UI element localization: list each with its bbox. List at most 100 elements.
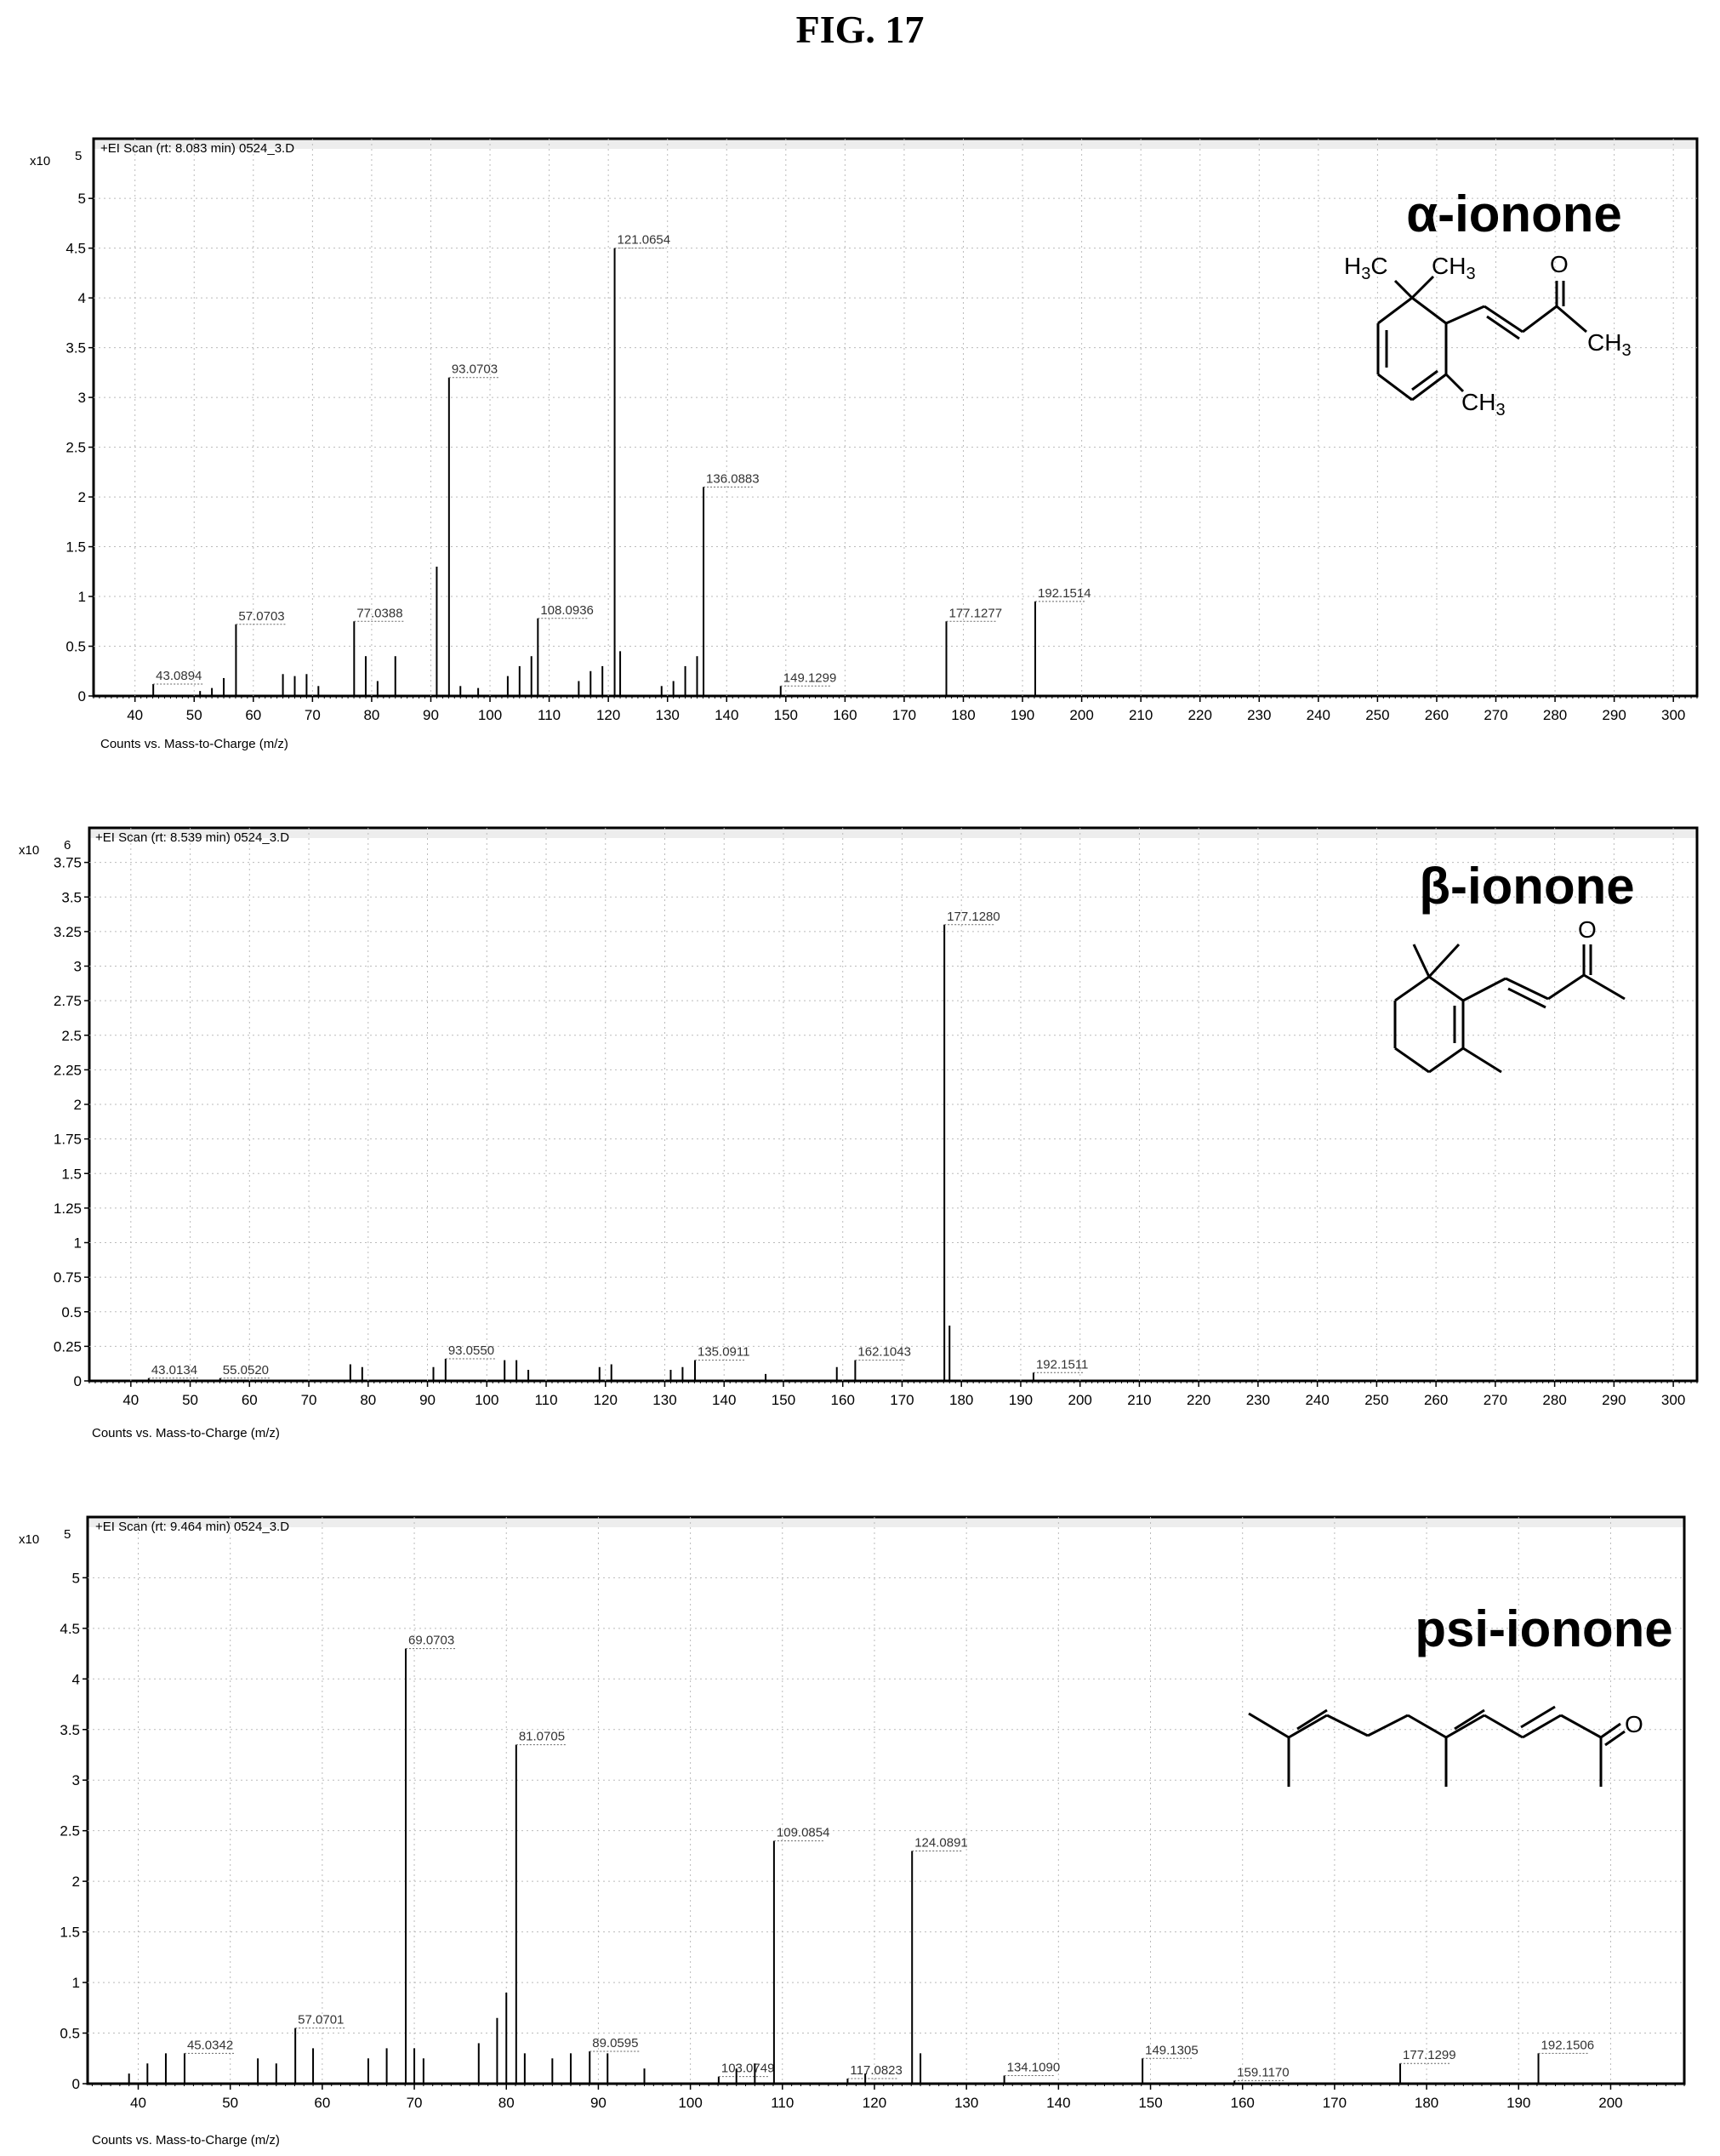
compound-name: α-ionone [1406,185,1622,242]
psi-ionone-structure [1248,1705,1626,1787]
scan-header: +EI Scan (rt: 9.464 min) 0524_3.D [95,1520,289,1534]
x-tick-label: 110 [534,1392,557,1408]
y-tick-label: 2.25 [54,1062,82,1078]
peak-label: 89.0595 [592,2036,638,2050]
x-tick-label: 60 [314,2095,330,2111]
x-tick-label: 60 [242,1392,258,1408]
x-tick-label: 140 [1046,2095,1070,2111]
plot-area: 40 50 60 70 80 90 100 110 120 130 140 150 160 170 180 1… [54,826,1699,1408]
x-tick-label: 240 [1305,1392,1329,1408]
ch3-b-label: CH [1587,329,1621,356]
y-tick-label: 1 [74,1235,82,1252]
y-tick-label: 3.5 [60,1722,80,1738]
plot-frame [86,1515,1686,2085]
x-tick-label: 160 [1231,2095,1255,2111]
x-tick-label: 220 [1187,1392,1210,1408]
h3c-carbon: C [1370,253,1387,279]
x-tick-label: 150 [1138,2095,1162,2111]
y-tick-label: 1.25 [54,1201,82,1217]
peak-label: 77.0388 [356,606,402,620]
peak-label: 177.1277 [949,606,1003,620]
peak-label: 177.1280 [947,910,1000,924]
x-tick-label: 250 [1364,1392,1388,1408]
oxygen-label: O [1578,916,1597,943]
x-tick-label: 170 [890,1392,914,1408]
y-tick-label: 2 [72,1874,80,1890]
y-tick-label: 2.5 [60,1823,80,1839]
x-tick-label: 150 [774,707,798,723]
x-tick-label: 50 [182,1392,198,1408]
x-tick-label: 200 [1068,1392,1091,1408]
peak-label: 43.0894 [156,669,202,683]
peak-label: 134.1090 [1007,2060,1061,2074]
x-tick-label: 160 [833,707,857,723]
y-tick-label: 1.5 [61,1166,82,1182]
x-tick-label: 210 [1127,1392,1151,1408]
x-axis-label: Counts vs. Mass-to-Charge (m/z) [92,1426,280,1440]
scale-exponent: 5 [75,149,82,163]
peak-label: 124.0891 [914,1835,968,1850]
peak-label: 135.0911 [698,1345,749,1360]
x-tick-label: 50 [222,2095,238,2111]
y-tick-label: 4.5 [60,1621,80,1637]
x-axis-label: Counts vs. Mass-to-Charge (m/z) [92,2133,280,2147]
y-tick-label: 4.5 [65,241,86,257]
x-tick-label: 170 [1323,2095,1347,2111]
y-tick-label: 0 [74,1373,82,1389]
x-tick-label: 150 [772,1392,795,1408]
svg-text:CH3: CH3 [1587,329,1632,360]
x-tick-label: 200 [1598,2095,1622,2111]
x-tick-label: 270 [1484,707,1507,723]
svg-text:CH3: CH3 [1432,253,1476,283]
x-tick-label: 80 [498,2095,515,2111]
y-tick-label: 2.75 [54,993,82,1009]
x-tick-label: 110 [771,2095,794,2111]
h3c-subscript: 3 [1361,265,1370,283]
x-tick-label: 180 [1415,2095,1438,2111]
y-tick-label: 3 [78,390,86,406]
x-axis-label: Counts vs. Mass-to-Charge (m/z) [100,737,288,751]
figure-title: FIG. 17 [795,8,925,51]
oxygen-label: O [1625,1711,1643,1737]
y-tick-label: 0 [78,688,86,704]
peak-label: 159.1170 [1237,2065,1289,2079]
x-tick-label: 190 [1011,707,1034,723]
x-tick-label: 180 [951,707,975,723]
x-tick-label: 120 [594,1392,618,1408]
x-tick-label: 180 [949,1392,973,1408]
peak-label: 192.1506 [1541,2038,1595,2052]
x-tick-label: 100 [678,2095,702,2111]
peak-label: 162.1043 [857,1345,911,1360]
plot-area: 40 50 60 70 80 90 100 110 120 130 140 150 160 170 180 1… [60,1515,1686,2111]
x-tick-label: 40 [122,1392,139,1408]
peak-label: 45.0342 [187,2038,233,2052]
compound-name: β-ionone [1419,858,1634,915]
spectrum-panel-alpha: x10 5 +EI Scan (rt: 8.083 min) 0524_3.D … [30,137,1699,751]
svg-text:CH3: CH3 [1461,389,1506,419]
x-tick-label: 250 [1365,707,1389,723]
compound-name: psi-ionone [1415,1600,1672,1657]
scale-label: x10 [30,154,50,168]
x-tick-label: 90 [423,707,439,723]
header-bar [88,1517,1684,1527]
y-tick-label: 3.5 [65,340,86,356]
x-tick-label: 80 [363,707,379,723]
x-tick-label: 130 [656,707,680,723]
svg-text:H3C: H3C [1344,253,1388,283]
x-tick-label: 190 [1506,2095,1530,2111]
y-tick-label: 3 [74,959,82,975]
plot-frame [92,137,1699,698]
header-bar [89,828,1697,838]
x-tick-label: 40 [127,707,143,723]
x-tick-label: 130 [652,1392,676,1408]
peak-label: 93.0703 [452,362,498,377]
x-tick-label: 300 [1661,707,1685,723]
x-tick-label: 80 [360,1392,376,1408]
x-tick-label: 230 [1247,707,1271,723]
x-tick-label: 290 [1602,1392,1626,1408]
scan-header: +EI Scan (rt: 8.083 min) 0524_3.D [100,141,294,156]
y-tick-label: 0.25 [54,1338,82,1355]
peak-label: 117.0823 [850,2063,902,2078]
x-tick-label: 100 [478,707,502,723]
x-tick-label: 170 [892,707,916,723]
